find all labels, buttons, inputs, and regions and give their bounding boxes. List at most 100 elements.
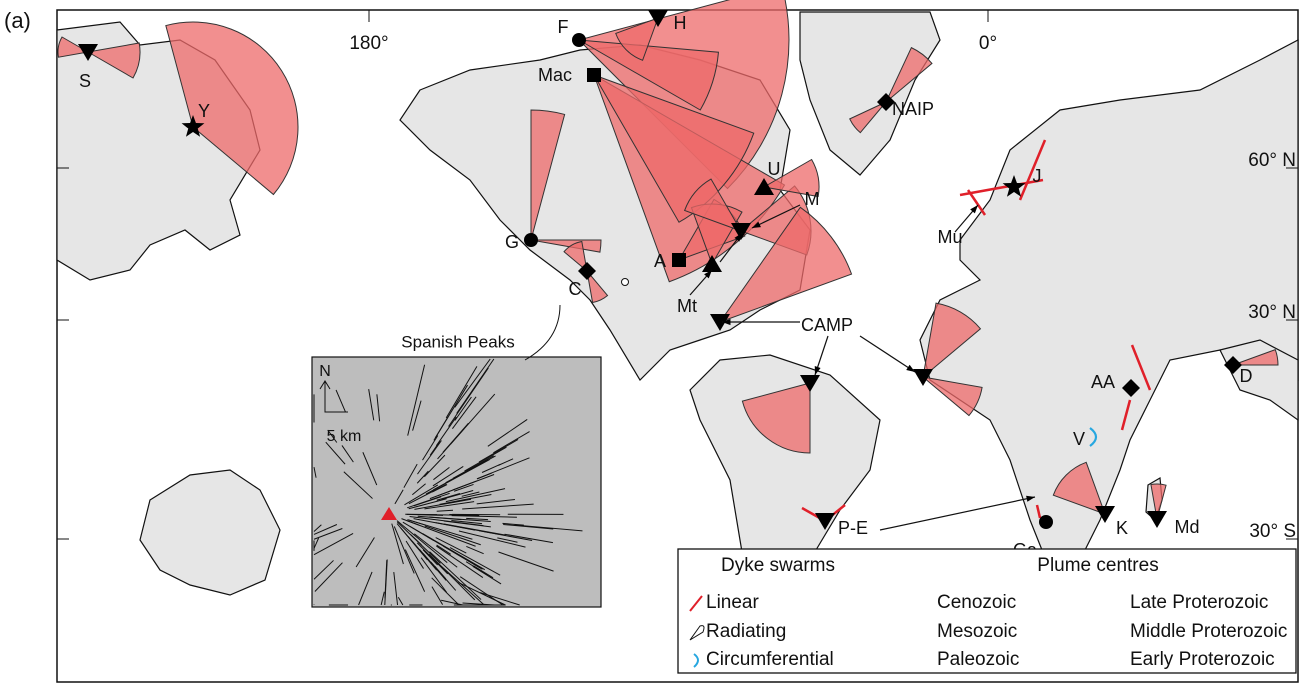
dyke-wedge <box>586 269 609 304</box>
inset-dyke <box>451 515 517 518</box>
inset-dyke <box>481 463 501 473</box>
inset-dyke <box>313 528 343 540</box>
cenozoic-plume <box>877 93 895 111</box>
inset-dyke <box>454 396 472 421</box>
inset-dyke <box>413 533 458 568</box>
inset-centre <box>381 507 397 520</box>
dyke-wedge <box>86 42 141 79</box>
inset-dyke <box>480 592 520 606</box>
inset-dyke <box>493 431 530 454</box>
inset-dyke <box>397 597 404 606</box>
scale-label: 5 km <box>327 428 362 445</box>
inset-dyke <box>420 557 448 593</box>
pointer-arrow <box>859 335 916 373</box>
inset-dyke <box>413 496 442 507</box>
paleozoic-plume <box>181 115 205 137</box>
dyke-wedge <box>718 206 853 324</box>
middle-proterozoic-plume <box>587 68 601 82</box>
inset-dyke <box>376 394 381 422</box>
site-label: M <box>805 189 820 209</box>
mesozoic-plume <box>648 10 668 27</box>
site-label: P-E <box>838 518 868 538</box>
lon-label: 0° <box>979 33 997 54</box>
inset-dyke <box>422 549 439 566</box>
inset-dyke <box>313 524 322 532</box>
inset-dyke <box>313 532 354 556</box>
legend-item: Middle Proterozoic <box>1130 621 1287 642</box>
arrow-head <box>814 366 821 375</box>
inset-leader <box>524 304 561 361</box>
inset-location <box>621 278 629 286</box>
legend-item: Cenozoic <box>937 592 1016 613</box>
lat-label: 60° N <box>1248 150 1296 171</box>
inset-dyke <box>434 565 447 580</box>
inset-dyke <box>314 562 343 592</box>
inset-dyke <box>445 366 478 419</box>
inset-dyke <box>407 519 473 540</box>
inset-dyke <box>313 560 334 580</box>
inset-dyke <box>355 537 375 568</box>
inset-dyke <box>424 501 475 510</box>
arabia-india <box>1219 339 1299 422</box>
site-label: Md <box>1174 517 1199 537</box>
inset-dyke <box>396 520 448 563</box>
lon-label: 180° <box>349 33 388 54</box>
dyke-wedge <box>1150 483 1167 520</box>
inset-dyke <box>436 509 454 512</box>
inset-dyke <box>429 516 491 522</box>
inset-dyke <box>313 524 338 535</box>
inset-dyke <box>391 523 404 565</box>
dyke-wedge <box>1052 461 1106 515</box>
inset-dyke <box>504 533 553 544</box>
mesozoic-plume <box>815 513 835 530</box>
inset-dyke <box>429 551 482 600</box>
mesozoic-plume <box>710 314 730 331</box>
site-label: H <box>674 13 687 33</box>
inset-dyke <box>407 364 426 436</box>
site-label: NAIP <box>892 99 934 119</box>
inset-dyke <box>449 547 501 576</box>
inset-dyke <box>404 484 439 506</box>
inset-dyke <box>435 416 457 446</box>
inset-dyke <box>497 537 518 543</box>
dyke-wedge <box>615 17 659 61</box>
australia <box>139 469 281 596</box>
legend-radiating <box>689 625 705 641</box>
inset-dyke <box>384 560 388 599</box>
inset-dyke <box>412 400 422 431</box>
linear-dyke <box>1018 139 1047 201</box>
inset: Spanish Peaks N 5 km <box>311 278 629 608</box>
inset-dyke <box>514 524 583 532</box>
dyke-wedge <box>563 240 588 273</box>
legend-title: Plume centres <box>1037 555 1158 576</box>
inset-dyke <box>396 521 441 564</box>
site-label: J <box>1033 166 1042 186</box>
inset-dyke <box>443 520 491 528</box>
inset-dyke <box>466 545 484 555</box>
site-label: G <box>505 232 519 252</box>
arrow-head <box>734 233 742 242</box>
inset-dyke <box>436 493 461 501</box>
inset-dyke <box>436 545 484 578</box>
inset-dyke <box>450 393 496 445</box>
inset-dyke <box>426 514 480 516</box>
dyke-wedge <box>165 21 299 196</box>
legend-box <box>677 548 1297 674</box>
mesozoic-plume <box>78 44 98 61</box>
inset-dyke <box>436 544 452 555</box>
inset-dyke <box>502 522 524 526</box>
inset-dyke <box>327 429 338 443</box>
site-label: Mac <box>538 65 572 85</box>
arrow-head <box>722 318 731 326</box>
inset-dyke <box>416 470 429 484</box>
late-proterozoic-plume <box>1039 515 1053 529</box>
linear-dyke <box>1120 399 1132 431</box>
inset-dyke <box>444 523 506 536</box>
dyke-wedge <box>57 36 90 58</box>
arrow-head <box>704 270 712 279</box>
legend-item: Linear <box>706 592 759 613</box>
linear-dyke <box>1130 344 1152 391</box>
panel-label: (a) <box>4 8 31 33</box>
greenland <box>799 11 941 176</box>
site-label: S <box>79 71 91 91</box>
